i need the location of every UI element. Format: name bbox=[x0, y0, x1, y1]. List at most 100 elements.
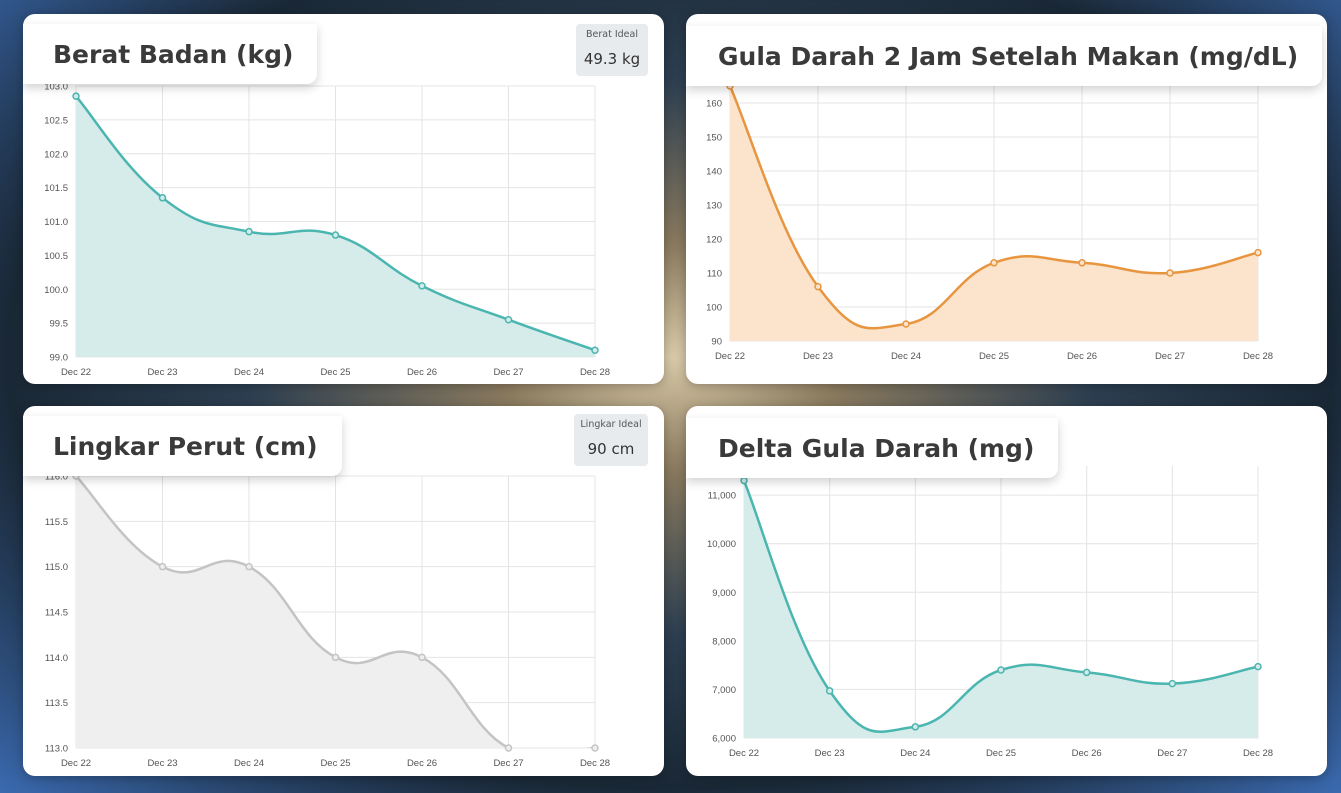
y-tick-label: 103.0 bbox=[44, 82, 68, 93]
y-tick-label: 102.0 bbox=[44, 149, 68, 160]
data-point[interactable] bbox=[825, 687, 834, 695]
data-point[interactable] bbox=[740, 476, 748, 485]
y-tick-label: 100.0 bbox=[44, 285, 68, 296]
data-point[interactable] bbox=[1168, 679, 1177, 688]
data-point[interactable] bbox=[331, 653, 340, 662]
x-tick-label: Dec 27 bbox=[1155, 351, 1185, 362]
x-tick-label: Dec 23 bbox=[147, 758, 177, 769]
x-tick-label: Dec 25 bbox=[320, 758, 350, 769]
y-tick-label: 101.5 bbox=[44, 183, 68, 194]
data-point[interactable] bbox=[591, 744, 599, 752]
series-area-fill bbox=[76, 96, 595, 357]
lingkar-ideal-label: Lingkar Ideal bbox=[580, 419, 642, 430]
y-tick-label: 10,000 bbox=[707, 539, 736, 550]
x-tick-label: Dec 24 bbox=[234, 758, 264, 769]
chart-card-gula-darah-2-jam: 160 150 140 130 120 110 100 90 Dec 22 Dec 23 Dec 2… bbox=[686, 14, 1327, 384]
y-tick-label: 7,000 bbox=[712, 685, 736, 696]
lingkar-ideal-value: 90 cm bbox=[587, 440, 635, 458]
data-point[interactable] bbox=[418, 282, 426, 290]
data-point[interactable] bbox=[990, 259, 998, 267]
lingkar-ideal-badge: Lingkar Ideal 90 cm bbox=[574, 414, 648, 466]
chart-card-berat-badan: 103.0 102.5 102.0 101.5 101.0 100.5 100.0 99.5 9… bbox=[23, 14, 664, 384]
x-tick-label: Dec 28 bbox=[1243, 351, 1273, 362]
x-tick-label: Dec 24 bbox=[900, 748, 930, 759]
y-tick-label: 100 bbox=[706, 303, 722, 314]
y-tick-label: 113.0 bbox=[45, 744, 68, 755]
y-tick-label: 90 bbox=[711, 337, 722, 348]
delta-gula-darah-title: Delta Gula Darah (mg) bbox=[686, 418, 1059, 478]
chart-card-delta-gula-darah: 11,000 10,000 9,000 8,000 7,000 6,000 Dec 22 De… bbox=[686, 406, 1327, 776]
lingkar-perut-title: Lingkar Perut (cm) bbox=[23, 416, 342, 476]
data-point[interactable] bbox=[997, 666, 1005, 674]
x-tick-label: Dec 23 bbox=[815, 748, 845, 759]
data-point[interactable] bbox=[331, 231, 340, 239]
data-point[interactable] bbox=[1254, 662, 1262, 671]
series-area-fill bbox=[744, 480, 1258, 738]
y-tick-label: 99.0 bbox=[50, 353, 69, 364]
data-point[interactable] bbox=[72, 92, 80, 100]
y-tick-label: 110 bbox=[707, 269, 722, 280]
x-tick-label: Dec 27 bbox=[493, 758, 523, 769]
x-tick-label: Dec 28 bbox=[580, 758, 610, 769]
x-tick-label: Dec 26 bbox=[1072, 748, 1102, 759]
data-point[interactable] bbox=[504, 744, 513, 752]
gula-darah-2-jam-title: Gula Darah 2 Jam Setelah Makan (mg/dL) bbox=[686, 26, 1323, 86]
y-tick-label: 116.0 bbox=[45, 472, 68, 483]
x-tick-label: Dec 25 bbox=[986, 748, 1016, 759]
x-tick-label: Dec 25 bbox=[320, 367, 350, 378]
x-tick-label: Dec 23 bbox=[803, 351, 833, 362]
y-tick-label: 11,000 bbox=[708, 491, 736, 502]
y-tick-label: 140 bbox=[706, 167, 722, 178]
data-point[interactable] bbox=[1082, 668, 1091, 677]
data-point[interactable] bbox=[158, 194, 167, 202]
x-tick-label: Dec 26 bbox=[407, 367, 437, 378]
berat-ideal-badge: Berat Ideal 49.3 kg bbox=[576, 24, 648, 76]
y-tick-label: 150 bbox=[706, 133, 722, 144]
chart-card-lingkar-perut: 116.0 115.5 115.0 114.5 114.0 113.5 113.0 Dec 2… bbox=[23, 406, 664, 776]
x-tick-label: Dec 27 bbox=[1157, 748, 1187, 759]
y-tick-label: 120 bbox=[706, 235, 722, 246]
y-tick-label: 99.5 bbox=[50, 319, 69, 330]
y-tick-label: 9,000 bbox=[712, 588, 736, 599]
gula-darah-2-jam-chart: 160 150 140 130 120 110 100 90 Dec 22 Dec 23 Dec 2… bbox=[706, 82, 1273, 362]
berat-ideal-value: 49.3 kg bbox=[583, 50, 641, 68]
x-tick-label: Dec 27 bbox=[493, 367, 523, 378]
data-point[interactable] bbox=[1078, 259, 1086, 267]
x-tick-label: Dec 24 bbox=[234, 367, 264, 378]
series-area-fill bbox=[730, 86, 1258, 341]
data-point[interactable] bbox=[814, 282, 822, 291]
x-tick-label: Dec 26 bbox=[407, 758, 437, 769]
berat-badan-title: Berat Badan (kg) bbox=[23, 24, 318, 84]
data-point[interactable] bbox=[418, 653, 426, 662]
data-point[interactable] bbox=[1166, 269, 1174, 277]
x-tick-label: Dec 24 bbox=[891, 351, 921, 362]
x-tick-label: Dec 23 bbox=[147, 367, 177, 378]
data-point[interactable] bbox=[245, 227, 253, 236]
y-tick-label: 115.0 bbox=[45, 562, 68, 573]
y-tick-label: 113.5 bbox=[45, 698, 68, 709]
series-line bbox=[744, 480, 1258, 733]
berat-ideal-label: Berat Ideal bbox=[586, 29, 638, 40]
x-tick-label: Dec 22 bbox=[729, 748, 759, 759]
y-tick-label: 8,000 bbox=[712, 636, 736, 647]
data-point[interactable] bbox=[245, 562, 253, 571]
data-point[interactable] bbox=[158, 562, 167, 571]
x-tick-label: Dec 28 bbox=[1243, 748, 1273, 759]
series-area-fill bbox=[76, 476, 595, 748]
x-tick-label: Dec 22 bbox=[61, 758, 91, 769]
data-point[interactable] bbox=[902, 320, 910, 328]
x-tick-label: Dec 22 bbox=[61, 367, 91, 378]
y-tick-label: 6,000 bbox=[712, 734, 736, 745]
y-tick-label: 114.5 bbox=[45, 608, 68, 619]
x-tick-label: Dec 25 bbox=[979, 351, 1009, 362]
y-tick-label: 115.5 bbox=[45, 517, 68, 528]
y-tick-label: 130 bbox=[706, 201, 722, 212]
x-tick-label: Dec 28 bbox=[580, 367, 610, 378]
data-point[interactable] bbox=[1254, 248, 1262, 257]
delta-gula-darah-chart: 11,000 10,000 9,000 8,000 7,000 6,000 Dec 22 De… bbox=[707, 466, 1273, 759]
lingkar-perut-chart: 116.0 115.5 115.0 114.5 114.0 113.5 113.0 Dec 2… bbox=[45, 472, 610, 770]
x-tick-label: Dec 22 bbox=[715, 351, 745, 362]
data-point[interactable] bbox=[911, 723, 920, 731]
data-point[interactable] bbox=[504, 315, 513, 324]
data-point[interactable] bbox=[591, 346, 599, 354]
